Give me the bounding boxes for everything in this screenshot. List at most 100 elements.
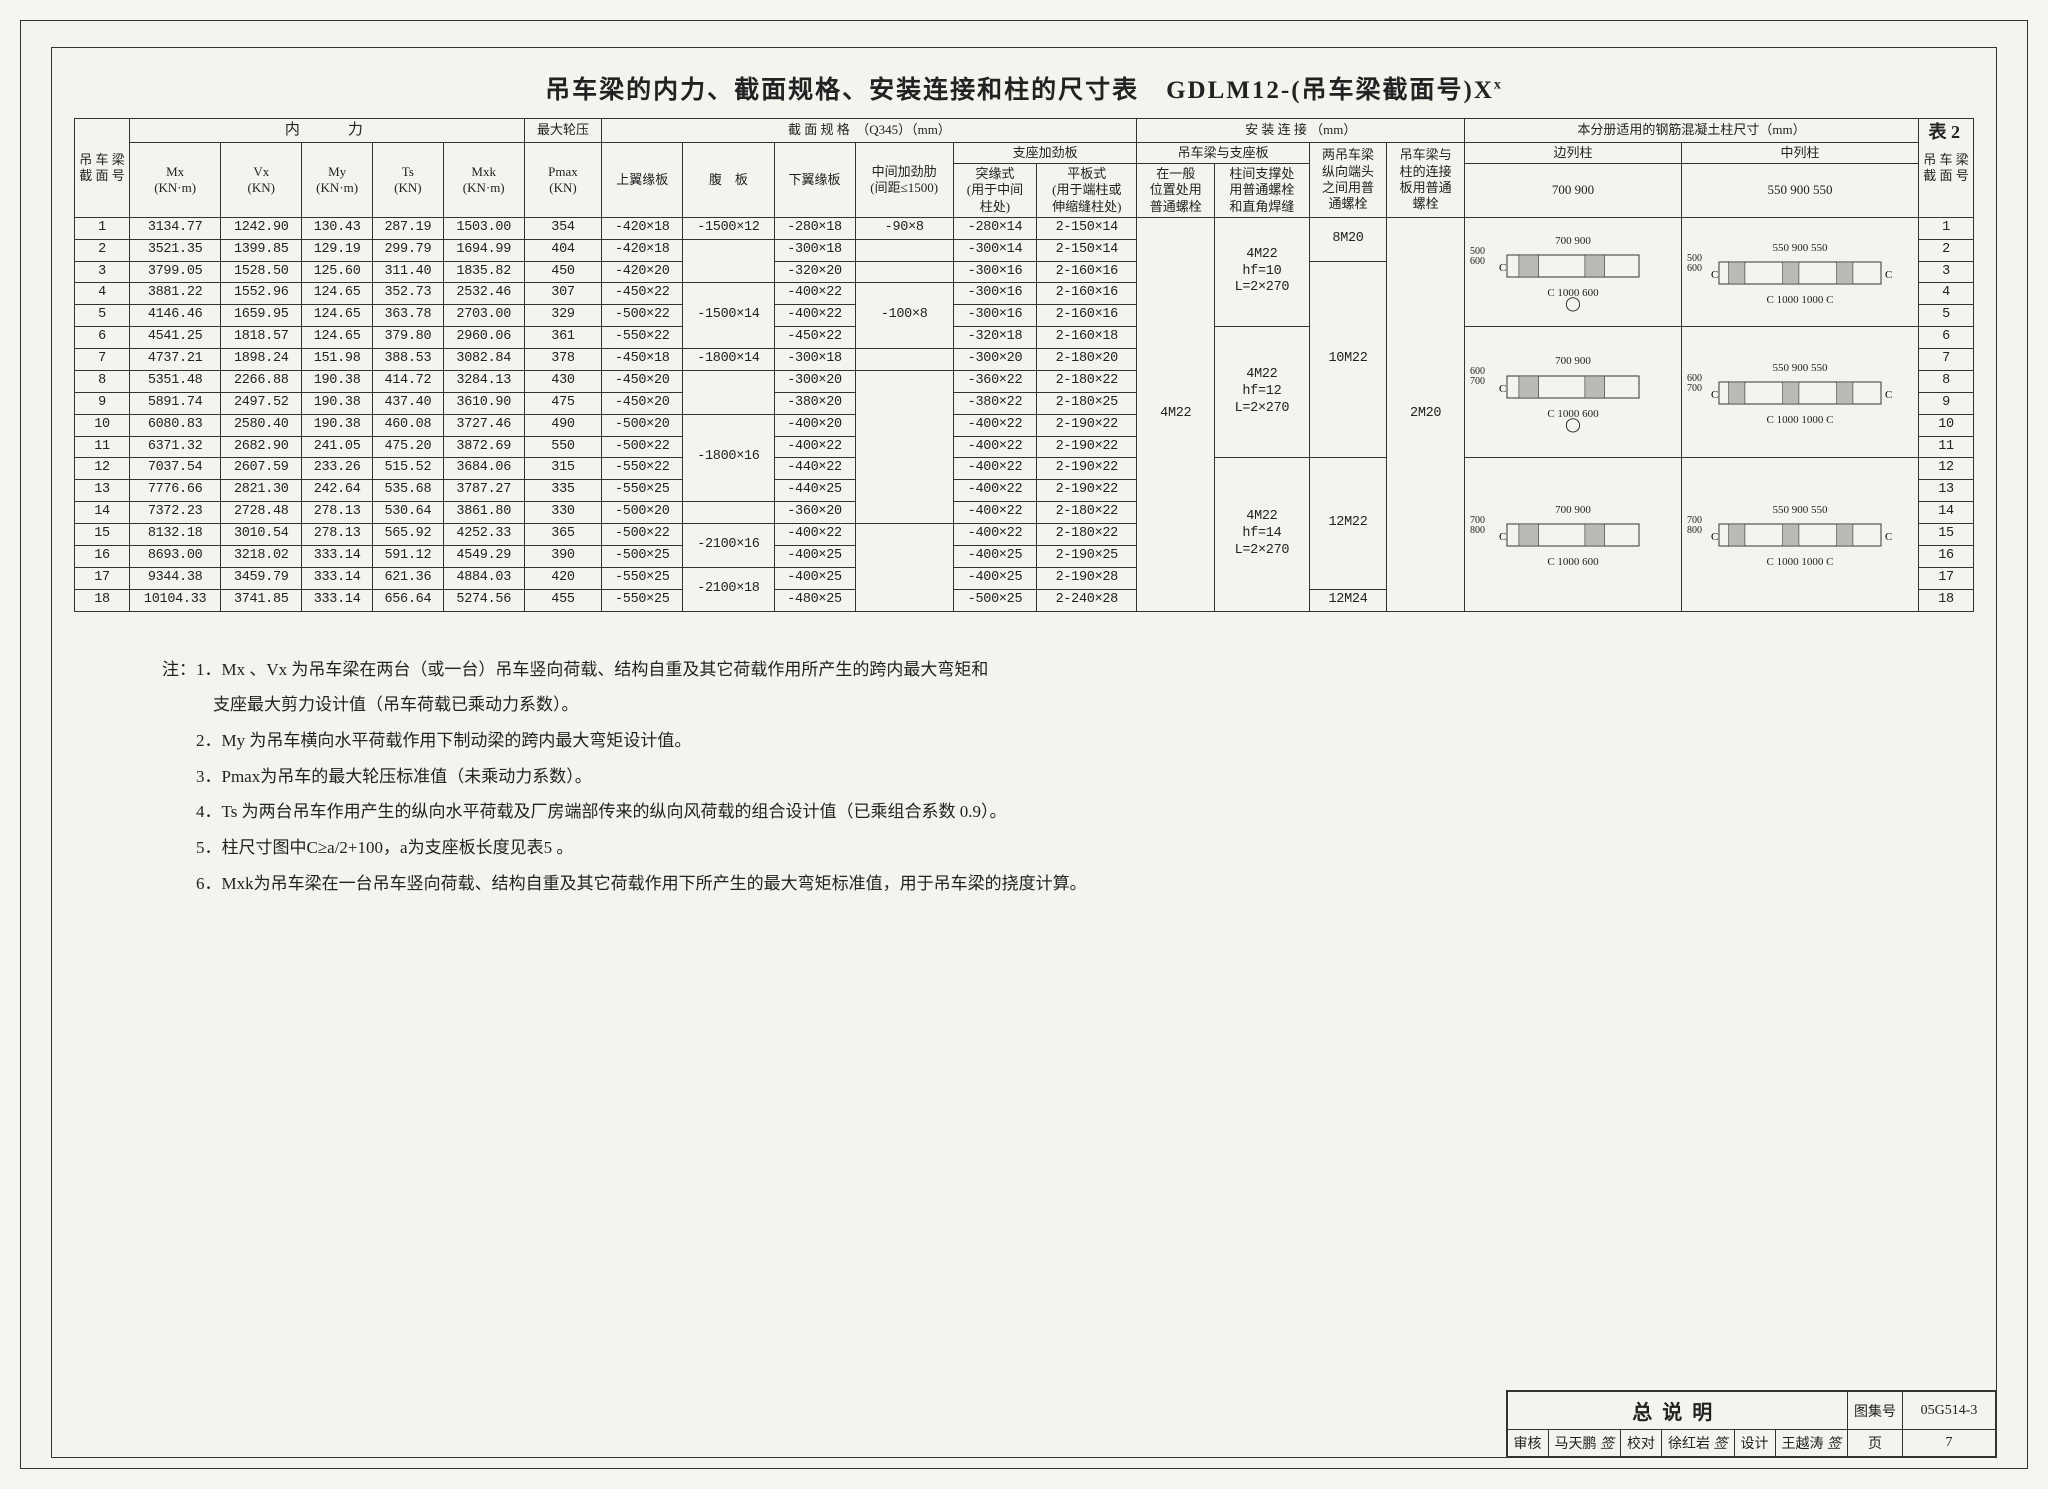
- cell-pmax: 335: [524, 480, 602, 502]
- row-num: 12: [75, 458, 130, 480]
- cell-bs2: 2-150×14: [1037, 217, 1137, 239]
- cell-ts: 460.08: [372, 414, 443, 436]
- hdr-section-no: 吊 车 梁 截 面 号: [75, 119, 130, 218]
- hdr-top-flange: 上翼缘板: [602, 142, 683, 217]
- cell-mst: -90×8: [855, 217, 953, 239]
- cell-my: 124.65: [302, 283, 373, 305]
- cell-my: 190.38: [302, 392, 373, 414]
- cell-ts: 621.36: [372, 567, 443, 589]
- row-num: 5: [75, 305, 130, 327]
- cell-tflange: -420×20: [602, 261, 683, 283]
- cell-bs2: 2-190×22: [1037, 436, 1137, 458]
- tb-design-name: 王越涛 签: [1775, 1430, 1848, 1457]
- tb-design: 设计: [1734, 1430, 1775, 1457]
- cell-ts: 437.40: [372, 392, 443, 414]
- tb-series: 05G514-3: [1903, 1392, 1996, 1430]
- hdr-bot-flange: 下翼缘板: [774, 142, 855, 217]
- column-section-icon: C C: [1705, 376, 1895, 412]
- cell-web: [683, 370, 774, 414]
- cell-tflange: -420×18: [602, 239, 683, 261]
- row-num-right: 9: [1919, 392, 1974, 414]
- hdr-vx: Vx (KN): [221, 142, 302, 217]
- cell-web: -1800×16: [683, 414, 774, 502]
- hdr-forces: 内 力: [130, 119, 525, 143]
- cell-bflange: -450×22: [774, 327, 855, 349]
- cell-bs2: 2-180×22: [1037, 502, 1137, 524]
- cell-mxk: 4252.33: [443, 524, 524, 546]
- cell-mx: 3521.35: [130, 239, 221, 261]
- cell-bs1: -500×25: [953, 589, 1036, 611]
- column-section-icon: C: [1493, 249, 1653, 285]
- cell-tflange: -500×22: [602, 524, 683, 546]
- hdr-my: My (KN·m): [302, 142, 373, 217]
- cell-ts: 311.40: [372, 261, 443, 283]
- hdr-mx: Mx (KN·m): [130, 142, 221, 217]
- svg-text:C: C: [1499, 262, 1506, 274]
- cell-pmax: 475: [524, 392, 602, 414]
- cell-bflange: -400×22: [774, 283, 855, 305]
- cell-bp-end: 4M22 hf=12 L=2×270: [1215, 327, 1310, 458]
- cell-vx: 2728.48: [221, 502, 302, 524]
- cell-pmax: 550: [524, 436, 602, 458]
- cell-ts: 656.64: [372, 589, 443, 611]
- column-section-icon: C C: [1705, 518, 1895, 554]
- cell-mxk: 2703.00: [443, 305, 524, 327]
- row-num-right: 13: [1919, 480, 1974, 502]
- cell-mx: 7776.66: [130, 480, 221, 502]
- cell-conn: 2M20: [1387, 217, 1465, 611]
- hdr-conn-bolt: 吊车梁与 柱的连接 板用普通 螺栓: [1387, 142, 1465, 217]
- cell-mx: 6371.32: [130, 436, 221, 458]
- cell-bs2: 2-190×25: [1037, 545, 1137, 567]
- cell-my: 233.26: [302, 458, 373, 480]
- cell-bs2: 2-160×16: [1037, 305, 1137, 327]
- cell-my: 190.38: [302, 370, 373, 392]
- cell-mxk: 3684.06: [443, 458, 524, 480]
- cell-vx: 1659.95: [221, 305, 302, 327]
- cell-tflange: -550×25: [602, 589, 683, 611]
- cell-vx: 2266.88: [221, 370, 302, 392]
- cell-pmax: 490: [524, 414, 602, 436]
- tb-proof: 校对: [1621, 1430, 1662, 1457]
- cell-mx: 4541.25: [130, 327, 221, 349]
- row-num-right: 6: [1919, 327, 1974, 349]
- side-col-diagram-1: 700 900 500 600 C C 1000 600 ◯: [1465, 217, 1682, 326]
- row-num: 3: [75, 261, 130, 283]
- cell-mx: 7037.54: [130, 458, 221, 480]
- cell-bs1: -400×22: [953, 414, 1036, 436]
- cell-bs2: 2-190×22: [1037, 480, 1137, 502]
- note-line: 5．柱尺寸图中C≥a/2+100，a为支座板长度见表5 。: [162, 830, 1936, 866]
- cell-vx: 2497.52: [221, 392, 302, 414]
- cell-bs2: 2-180×22: [1037, 524, 1137, 546]
- cell-mxk: 2532.46: [443, 283, 524, 305]
- cell-bflange: -400×22: [774, 524, 855, 546]
- cell-mst: -100×8: [855, 283, 953, 349]
- cell-vx: 1399.85: [221, 239, 302, 261]
- row-num-right: 1: [1919, 217, 1974, 239]
- row-num: 2: [75, 239, 130, 261]
- cell-mx: 8693.00: [130, 545, 221, 567]
- cell-ts: 388.53: [372, 349, 443, 371]
- cell-bp-end: 4M22 hf=14 L=2×270: [1215, 458, 1310, 611]
- row-num: 11: [75, 436, 130, 458]
- cell-pmax: 455: [524, 589, 602, 611]
- cell-my: 124.65: [302, 305, 373, 327]
- cell-vx: 2821.30: [221, 480, 302, 502]
- cell-pmax: 420: [524, 567, 602, 589]
- svg-text:C: C: [1499, 531, 1506, 543]
- cell-mst: [855, 261, 953, 283]
- cell-bs2: 2-160×16: [1037, 283, 1137, 305]
- cell-mxk: 2960.06: [443, 327, 524, 349]
- svg-text:C: C: [1885, 531, 1892, 543]
- cell-my: 333.14: [302, 545, 373, 567]
- cell-mxk: 3284.13: [443, 370, 524, 392]
- drawing-sheet: 吊车梁的内力、截面规格、安装连接和柱的尺寸表 GDLM12-(吊车梁截面号)Xx…: [20, 20, 2028, 1469]
- hdr-mid-dim: 550 900 550: [1682, 164, 1919, 218]
- mid-col-diagram-3: 550 900 550 700 800 C C C 1000 1000 C: [1682, 458, 1919, 611]
- note-line: 2．My 为吊车横向水平荷载作用下制动梁的跨内最大弯矩设计值。: [162, 723, 1936, 759]
- cell-tflange: -550×22: [602, 458, 683, 480]
- cell-pmax: 307: [524, 283, 602, 305]
- cell-bs1: -400×22: [953, 524, 1036, 546]
- row-num: 4: [75, 283, 130, 305]
- tb-proof-name: 徐红岩 签: [1662, 1430, 1735, 1457]
- cell-mxk: 4549.29: [443, 545, 524, 567]
